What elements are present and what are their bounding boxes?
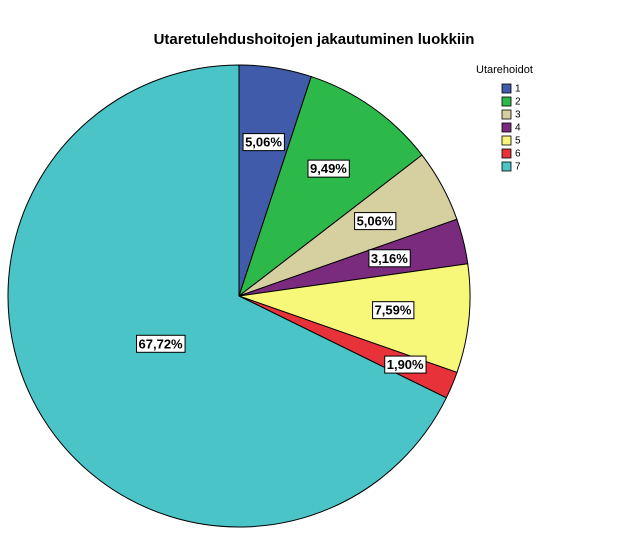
data-label: 5,06% [245, 135, 282, 150]
legend-label: 5 [515, 136, 521, 147]
legend-swatch [501, 161, 512, 172]
data-label: 5,06% [357, 214, 394, 229]
legend-swatch [501, 109, 512, 120]
pie-slice [7, 64, 448, 528]
data-label: 67,72% [139, 336, 184, 351]
legend-label: 3 [515, 110, 521, 121]
data-label-box [136, 334, 186, 353]
legend-label: 1 [515, 84, 521, 95]
data-label-box [307, 159, 350, 178]
data-label-box [368, 249, 411, 268]
legend-swatch [501, 96, 512, 107]
legend-label: 2 [515, 97, 521, 108]
data-label: 1,90% [387, 357, 424, 372]
pie-slice [238, 75, 423, 298]
legend-title: Utarehoidot [476, 64, 533, 76]
data-label-box [384, 355, 427, 374]
legend-label: 6 [515, 149, 521, 160]
chart-title: Utaretulehdushoitojen jakautuminen luokk… [154, 31, 475, 48]
data-label-box [354, 212, 397, 231]
pie-slice [238, 263, 471, 374]
legend-label: 7 [515, 162, 521, 173]
legend-swatch [501, 148, 512, 159]
data-label-box [242, 133, 285, 152]
data-label-box [372, 301, 415, 320]
legend-swatch [501, 135, 512, 146]
legend-label: 4 [515, 123, 521, 134]
legend-swatch [501, 122, 512, 133]
legend-swatch [501, 83, 512, 94]
data-label: 9,49% [310, 161, 347, 176]
data-label: 3,16% [371, 251, 408, 266]
data-label: 7,59% [375, 303, 412, 318]
